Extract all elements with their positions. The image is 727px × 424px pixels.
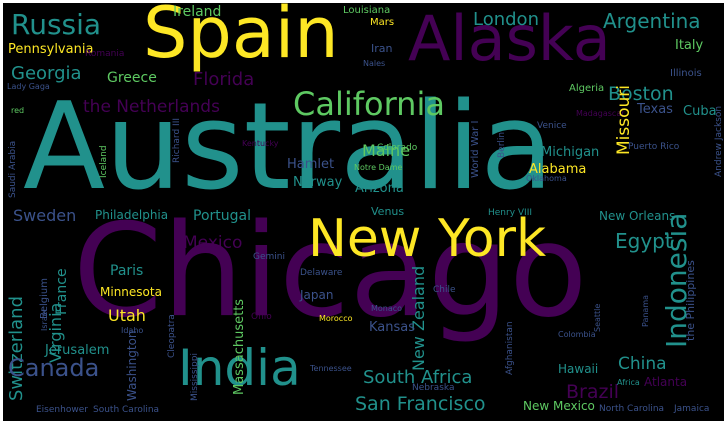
word-cloud-word: Kentucky xyxy=(242,139,279,148)
word-cloud-word: Florida xyxy=(193,69,255,90)
word-cloud-word: New Zealand xyxy=(409,265,428,371)
word-cloud-word: France xyxy=(54,268,70,315)
word-cloud-word: Iran xyxy=(371,42,393,55)
word-cloud-word: Brazil xyxy=(566,381,620,403)
word-cloud-word: Eisenhower xyxy=(36,405,88,415)
word-cloud-word: Alaska xyxy=(408,3,611,75)
word-cloud-word: Spain xyxy=(143,3,339,74)
word-cloud-word: World War I xyxy=(470,120,481,178)
word-cloud-word: New York xyxy=(308,209,547,269)
word-cloud-word: London xyxy=(473,9,539,30)
word-cloud-word: Maine xyxy=(362,141,411,160)
word-cloud-word: Washington xyxy=(125,330,139,401)
word-cloud-word: Jamaica xyxy=(674,404,710,414)
word-cloud-word: Japan xyxy=(300,288,334,302)
word-cloud-word: Cleopatra xyxy=(167,314,177,358)
word-cloud-word: Iceland xyxy=(99,145,109,178)
word-cloud-word: Ireland xyxy=(173,4,222,20)
word-cloud-word: Massachusetts xyxy=(232,298,247,395)
word-cloud-word: Michigan xyxy=(541,145,600,160)
word-cloud-word: Romania xyxy=(85,49,125,59)
word-cloud-word: the Netherlands xyxy=(83,97,220,117)
word-cloud-word: Cuba xyxy=(683,104,717,119)
word-cloud-word: Puerto Rico xyxy=(628,142,680,152)
word-cloud-word: South Africa xyxy=(363,367,473,388)
word-cloud-word: Sweden xyxy=(13,206,77,225)
word-cloud-word: Saudi Arabia xyxy=(8,140,18,198)
word-cloud-word: the Philippines xyxy=(684,260,697,341)
word-cloud-word: Berlin xyxy=(497,131,507,158)
word-cloud-word: Philadelphia xyxy=(95,208,169,222)
word-cloud-word: Idaho xyxy=(121,326,144,335)
word-cloud-word: Norway xyxy=(293,175,343,190)
word-cloud-word: Illinois xyxy=(670,68,702,79)
word-cloud-word: Panama xyxy=(641,294,650,327)
word-cloud-word: Atlanta xyxy=(644,375,688,389)
word-cloud-word: South Carolina xyxy=(93,405,160,415)
word-cloud-word: Colorado xyxy=(377,143,418,153)
word-cloud-word: red xyxy=(11,106,25,115)
word-cloud-word: Egypt xyxy=(615,229,673,253)
word-cloud-word: Argentina xyxy=(603,9,701,33)
word-cloud-word: Lady Gaga xyxy=(7,82,50,91)
word-cloud-word: Portugal xyxy=(193,208,251,224)
word-cloud-word: Georgia xyxy=(11,63,82,84)
word-cloud-word: California xyxy=(293,85,445,123)
word-cloud-word: Minnesota xyxy=(100,285,162,299)
word-cloud-word: Afghanistan xyxy=(505,321,515,375)
word-cloud-word: San Francisco xyxy=(355,393,486,415)
word-cloud-word: Mexico xyxy=(183,233,243,253)
word-cloud-word: Mississippi xyxy=(190,353,200,401)
word-cloud-word: Arizona xyxy=(355,181,404,196)
word-cloud-word: Russia xyxy=(11,8,102,41)
word-cloud-word: Chicago xyxy=(73,197,588,346)
word-cloud-word: Henry VIII xyxy=(488,208,533,218)
word-cloud-word: Notre Dame xyxy=(354,163,403,172)
word-cloud-word: New Orleans xyxy=(599,209,676,223)
word-cloud-word: Louisiana xyxy=(343,5,391,16)
word-cloud-word: Paris xyxy=(110,263,144,279)
word-cloud-word: Pennsylvania xyxy=(8,42,94,57)
word-cloud-word: Ohio xyxy=(251,312,272,322)
word-cloud-word: New Mexico xyxy=(523,399,595,413)
word-cloud-word: Canada xyxy=(8,354,100,382)
word-cloud-word: Switzerland xyxy=(6,296,27,401)
word-cloud-word: Seattle xyxy=(593,303,602,332)
word-cloud-word: Australia xyxy=(23,78,554,217)
word-cloud-word: Mars xyxy=(370,17,395,28)
word-cloud-word: Tennessee xyxy=(310,364,352,373)
word-cloud-word: Texas xyxy=(637,102,673,117)
word-cloud-word: Venice xyxy=(537,121,567,131)
word-cloud-word: Israel xyxy=(40,309,49,331)
word-cloud-word: Hawaii xyxy=(558,362,599,376)
word-cloud-word: Africa xyxy=(617,378,640,387)
word-cloud-word: Jerusalem xyxy=(45,343,110,358)
word-cloud-word: Nebraska xyxy=(412,383,455,393)
word-cloud: Chicago Australia New York Spain Alaska India… xyxy=(3,3,724,421)
word-cloud-word: Chile xyxy=(433,285,456,295)
word-cloud-word: Andrew Jackson xyxy=(714,105,724,177)
word-cloud-word: India xyxy=(178,339,301,397)
word-cloud-word: Boston xyxy=(608,83,674,105)
word-cloud-word: Delaware xyxy=(300,268,343,278)
word-cloud-word: Venus xyxy=(371,205,405,218)
word-cloud-word: Oklahoma xyxy=(526,174,567,183)
word-cloud-word: North Carolina xyxy=(599,404,665,414)
word-cloud-word: Algeria xyxy=(569,83,605,94)
word-cloud-word: Richard III xyxy=(172,118,182,163)
word-cloud-word: Madagascar xyxy=(576,109,625,118)
word-cloud-word: Monaco xyxy=(371,304,403,313)
word-cloud-word: Morocco xyxy=(319,314,353,323)
word-cloud-word: Greece xyxy=(107,70,157,86)
word-cloud-word: Italy xyxy=(675,38,704,53)
word-cloud-word: Kansas xyxy=(369,320,416,335)
word-cloud-word: Gemini xyxy=(253,252,285,262)
word-cloud-word: Nales xyxy=(363,59,386,68)
word-cloud-word: Alabama xyxy=(529,162,587,177)
word-cloud-word: Utah xyxy=(108,306,146,325)
word-cloud-word: Hamlet xyxy=(287,157,335,172)
word-cloud-word: China xyxy=(618,354,667,374)
word-cloud-word: Colombia xyxy=(558,330,596,339)
